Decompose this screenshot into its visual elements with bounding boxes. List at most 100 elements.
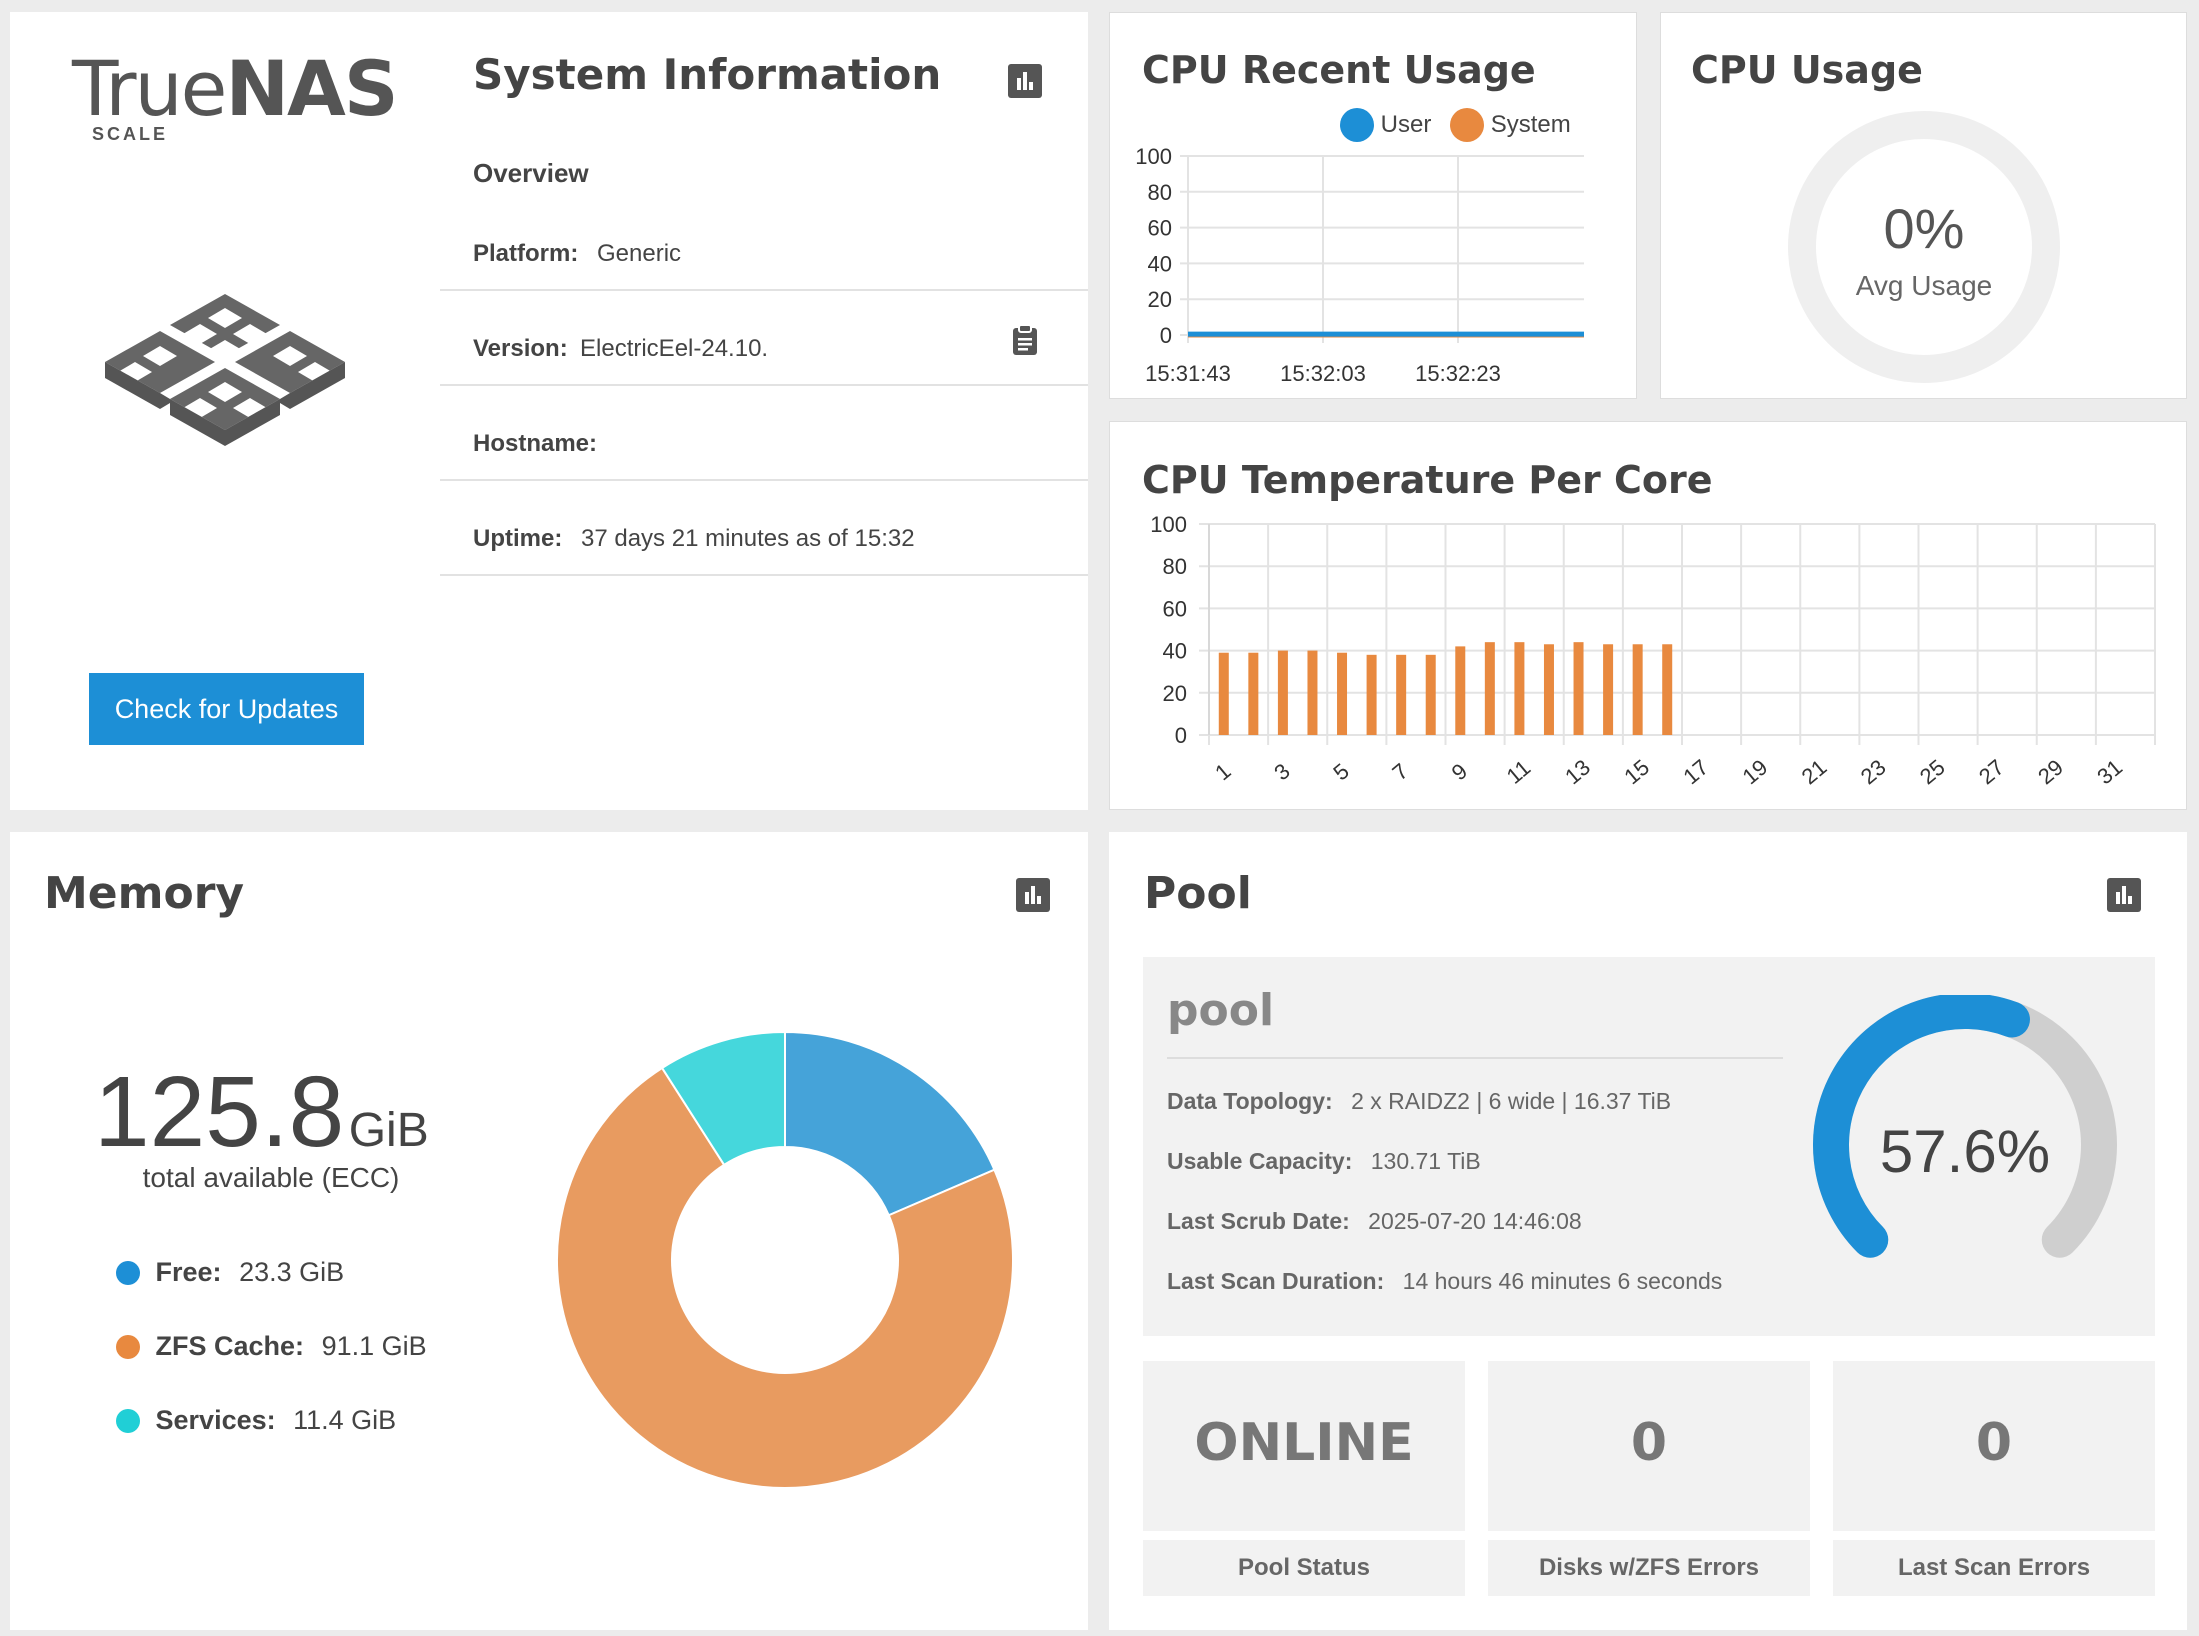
check-for-updates-button[interactable]: Check for Updates: [89, 673, 364, 745]
y-tick-label: 100: [1150, 512, 1187, 537]
x-tick-label: 27: [1974, 754, 2009, 789]
y-tick-label: 60: [1148, 216, 1172, 241]
memory-legend-free: Free: 23.3 GiB: [116, 1256, 344, 1288]
memory-total-value: 125.8: [94, 1056, 345, 1168]
temp-bar: [1277, 650, 1288, 735]
y-tick-label: 20: [1163, 681, 1187, 706]
x-tick-label: 23: [1856, 754, 1891, 789]
legend-system-label: System: [1490, 111, 1571, 138]
pool-duration: Last Scan Duration: 14 hours 46 minutes …: [1167, 1268, 1722, 1295]
pool-duration-label: Last Scan Duration:: [1167, 1268, 1385, 1294]
y-tick-label: 100: [1135, 144, 1172, 169]
version-label: Version:: [473, 335, 568, 362]
x-tick-label: 11: [1502, 755, 1536, 789]
memory-donut-chart: [556, 1030, 1014, 1489]
legend-free-value: 23.3 GiB: [239, 1257, 345, 1288]
scan-errors-tile: 0: [1833, 1361, 2155, 1531]
pool-usable: Usable Capacity: 130.71 TiB: [1167, 1148, 1481, 1175]
cpu-temperature-title: CPU Temperature Per Core: [1142, 458, 1713, 502]
clipboard-icon[interactable]: [1012, 324, 1038, 356]
memory-total: 125.8 GiB: [94, 1055, 429, 1170]
y-tick-label: 0: [1160, 323, 1172, 348]
pool-usage-percent: 57.6%: [1879, 1118, 2051, 1185]
temp-bar: [1396, 654, 1407, 735]
pool-duration-value: 14 hours 46 minutes 6 seconds: [1402, 1268, 1723, 1294]
legend-services-value: 11.4 GiB: [293, 1405, 397, 1436]
pool-report-icon[interactable]: [2107, 878, 2141, 912]
x-tick-label: 5: [1328, 758, 1353, 785]
pool-usable-label: Usable Capacity:: [1167, 1148, 1353, 1174]
temp-bar: [1425, 654, 1436, 735]
platform-value: Generic: [597, 240, 682, 267]
memory-legend-zfs-cache: ZFS Cache: 91.1 GiB: [116, 1330, 427, 1362]
y-tick-label: 20: [1148, 287, 1172, 312]
pool-status-value: ONLINE: [1194, 1413, 1414, 1473]
logo-text-nas: NAS: [225, 44, 398, 133]
x-tick-label: 25: [1915, 754, 1950, 789]
x-tick-label: 31: [2092, 754, 2127, 789]
memory-legend-services: Services: 11.4 GiB: [116, 1404, 396, 1436]
pool-status-tile: ONLINE: [1143, 1361, 1465, 1531]
temp-bar: [1366, 654, 1377, 735]
x-tick-label: 15:31:43: [1145, 361, 1231, 386]
platform-label: Platform:: [473, 240, 579, 267]
scan-errors-caption: Last Scan Errors: [1833, 1540, 2155, 1596]
memory-report-icon[interactable]: [1016, 878, 1050, 912]
pool-name-divider: [1167, 1057, 1783, 1059]
x-tick-label: 9: [1447, 758, 1472, 785]
cpu-usage-gauge: [1788, 111, 2060, 383]
temp-bar: [1514, 642, 1525, 735]
uptime-row: Uptime: 37 days 21 minutes as of 15:32: [440, 481, 1088, 576]
version-value: ElectricEel-24.10.: [580, 335, 769, 362]
x-tick-label: 15:32:23: [1415, 361, 1501, 386]
x-tick-label: 13: [1560, 754, 1595, 789]
temp-bar: [1484, 642, 1495, 735]
cpu-recent-usage-chart: 100 80 60 40 20 0 15:31:43 15:32:03 15:32:23: [1135, 144, 1584, 386]
cpu-usage-value: 0%: [1883, 197, 1965, 260]
temp-bar: [1603, 644, 1614, 735]
system-report-icon[interactable]: [1008, 64, 1042, 98]
cpu-temperature-card: [1109, 421, 2187, 810]
pool-title: Pool: [1144, 868, 1252, 919]
temp-bar: [1573, 642, 1584, 735]
pool-status-caption: Pool Status: [1143, 1540, 1465, 1596]
pool-scrub-label: Last Scrub Date:: [1167, 1208, 1350, 1234]
legend-system-dot: [1450, 108, 1485, 142]
legend-services-dot: [116, 1408, 140, 1433]
memory-title: Memory: [44, 868, 245, 919]
temp-bar: [1455, 646, 1466, 735]
logo-edition: SCALE: [92, 124, 169, 144]
x-tick-label: 15: [1619, 754, 1654, 789]
pool-scrub-value: 2025-07-20 14:46:08: [1368, 1208, 1582, 1234]
y-tick-label: 40: [1148, 251, 1172, 276]
temp-bar: [1218, 652, 1229, 735]
y-tick-label: 0: [1175, 723, 1187, 748]
version-row: Version: ElectricEel-24.10.: [440, 291, 1088, 386]
x-tick-label: 19: [1738, 754, 1773, 789]
donut-slice-free: [784, 1030, 996, 1217]
uptime-value: 37 days 21 minutes as of 15:32: [581, 525, 915, 552]
legend-free-label: Free:: [155, 1257, 222, 1288]
pool-topology: Data Topology: 2 x RAIDZ2 | 6 wide | 16.…: [1167, 1088, 1671, 1115]
cpu-recent-usage-title: CPU Recent Usage: [1142, 48, 1536, 92]
legend-services-label: Services:: [155, 1405, 276, 1436]
legend-zfs-cache-dot: [116, 1334, 140, 1359]
disk-errors-tile: 0: [1488, 1361, 1810, 1531]
uptime-label: Uptime:: [473, 525, 563, 552]
cpu-recent-legend: User System: [1340, 108, 1571, 142]
legend-user-dot: [1340, 108, 1374, 142]
pool-topology-value: 2 x RAIDZ2 | 6 wide | 16.37 TiB: [1351, 1088, 1672, 1114]
cpu-usage-caption: Avg Usage: [1855, 270, 1993, 301]
legend-zfs-cache-value: 91.1 GiB: [321, 1331, 427, 1362]
pool-usage-gauge: [1813, 995, 2117, 1258]
pool-name: pool: [1167, 985, 1275, 1036]
y-tick-label: 80: [1148, 180, 1172, 205]
memory-total-unit: GiB: [348, 1104, 429, 1157]
y-tick-label: 80: [1163, 554, 1187, 579]
donut-slice-services: [660, 1030, 786, 1167]
cpu-usage-title: CPU Usage: [1691, 48, 1923, 92]
pool-usable-value: 130.71 TiB: [1370, 1148, 1481, 1174]
temp-bar: [1543, 644, 1554, 735]
temp-bar: [1662, 644, 1673, 735]
